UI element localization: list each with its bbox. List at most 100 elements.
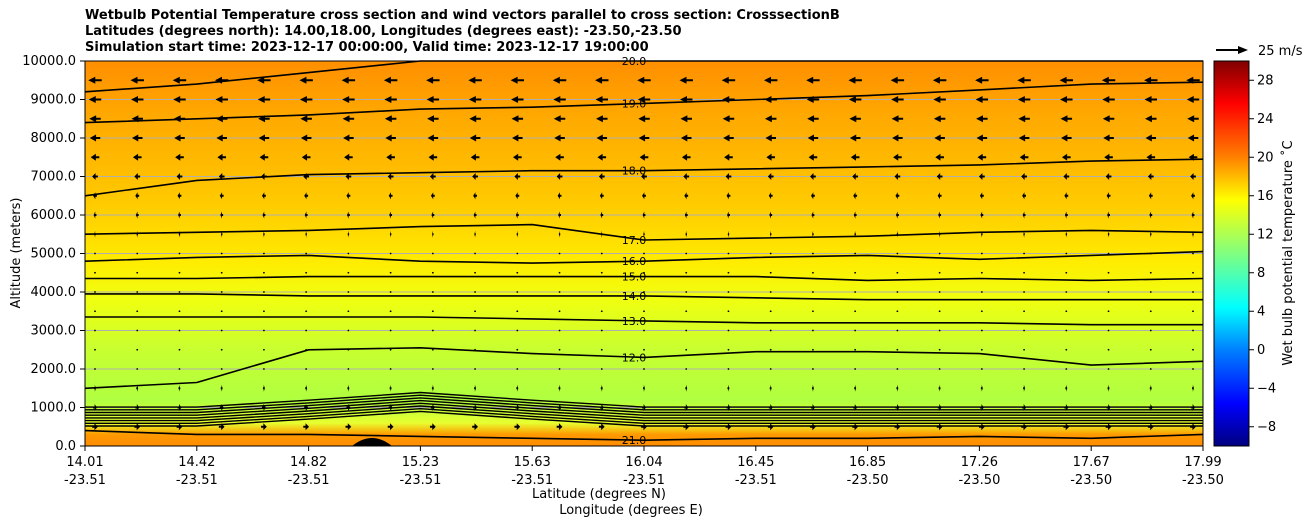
wind-vector: [427, 134, 439, 142]
wind-vector: [1105, 173, 1112, 180]
wind-vector: [136, 271, 139, 274]
wind-vector: [347, 230, 350, 238]
wind-vector: [896, 329, 899, 332]
wind-vector: [468, 96, 482, 103]
wind-vector-head: [812, 404, 815, 411]
x-tick-label-lon: -23.50: [1070, 473, 1112, 488]
wind-vector: [473, 404, 477, 411]
wind-vector-head: [1145, 115, 1152, 123]
wind-vector: [88, 76, 102, 84]
wind-vector: [893, 153, 902, 161]
wind-vector: [643, 329, 645, 332]
wind-vector-head: [221, 423, 225, 431]
wind-vector: [724, 153, 733, 161]
wind-vector: [305, 230, 307, 238]
wind-vector: [1023, 252, 1025, 255]
wind-vector-head: [601, 230, 602, 238]
wind-vector-head: [938, 211, 940, 219]
wind-vector: [514, 173, 521, 180]
wind-vector: [641, 423, 647, 431]
wind-vector: [976, 134, 988, 142]
contour-line: [85, 275, 1204, 282]
wind-vector: [806, 96, 820, 103]
wind-vector-head: [807, 134, 814, 142]
wind-vector: [93, 192, 97, 200]
wind-vector: [389, 329, 392, 332]
wind-vector-head: [179, 404, 182, 411]
wind-vector-head: [93, 211, 96, 219]
wind-vector-head: [512, 153, 519, 161]
wind-vector: [807, 134, 819, 142]
wind-vector: [854, 384, 857, 392]
wind-vector: [218, 423, 225, 431]
wind-vector: [768, 192, 773, 200]
wind-vector-head: [426, 96, 434, 103]
wind-vector-head: [680, 134, 688, 142]
wind-vector-head: [726, 192, 729, 200]
wind-vector-head: [936, 173, 941, 180]
wind-vector: [726, 404, 731, 411]
wind-vector-head: [469, 115, 477, 123]
wind-vector-head: [88, 96, 96, 103]
wind-vector-head: [432, 384, 434, 392]
wind-vector: [262, 211, 266, 219]
wind-vector: [305, 291, 308, 293]
wind-vector: [1060, 96, 1073, 103]
wind-vector-head: [515, 211, 518, 219]
wind-vector: [474, 384, 477, 392]
wind-vector-head: [1107, 423, 1112, 431]
wind-vector: [1186, 96, 1200, 103]
wind-vector-head: [300, 115, 308, 123]
x-tick-label-lat: 15.23: [402, 455, 439, 470]
wind-vector: [769, 252, 772, 255]
wind-vector: [384, 115, 397, 123]
wind-vector: [766, 153, 776, 161]
wind-vector: [595, 96, 609, 103]
wind-vector: [92, 423, 98, 431]
wind-vector-head: [559, 404, 562, 411]
wind-vector-head: [685, 423, 690, 431]
contour-line: [84, 346, 1204, 390]
wind-vector-head: [728, 384, 730, 392]
wind-vector: [512, 153, 522, 161]
wind-vector: [1107, 329, 1110, 332]
wind-vector: [347, 291, 350, 293]
x-tick-label-lon: -23.50: [1182, 473, 1224, 488]
wind-vector: [136, 329, 139, 332]
x-tick-label-lon: -23.51: [623, 473, 665, 488]
wind-vector: [431, 291, 434, 293]
wind-vector: [685, 384, 688, 392]
wind-vector: [305, 252, 308, 255]
wind-vector: [516, 348, 519, 351]
wind-vector-head: [348, 404, 351, 411]
wind-vector: [1107, 291, 1110, 293]
wind-vector-head: [598, 173, 603, 180]
wind-vector-head: [725, 173, 730, 180]
wind-vector: [558, 252, 561, 255]
wind-vector: [431, 252, 434, 255]
y-tick-label: 3000.0: [31, 324, 77, 339]
wind-vector: [178, 291, 181, 293]
wind-vector-head: [681, 153, 688, 161]
wind-vector-head: [722, 96, 730, 103]
wind-vector-head: [553, 96, 561, 103]
wind-vector: [431, 211, 435, 219]
wind-vector-head: [130, 76, 138, 84]
wind-vector-head: [1066, 384, 1068, 392]
wind-vector: [765, 134, 776, 142]
wind-vector-head: [932, 76, 940, 84]
wind-vector-head: [263, 230, 265, 238]
wind-vector: [980, 368, 983, 370]
wind-vector-head: [854, 230, 856, 238]
wind-vector: [812, 368, 814, 370]
colorbar-tick-label: 12: [1257, 227, 1274, 242]
wind-vector-head: [132, 153, 139, 161]
wind-vector-head: [1148, 192, 1152, 200]
wind-vector-head: [220, 211, 222, 219]
wind-vector: [812, 252, 814, 255]
x-tick-label-lat: 15.63: [514, 455, 551, 470]
contour-label: 16.0: [622, 255, 647, 268]
wind-vector-head: [390, 404, 393, 411]
wind-vector: [135, 192, 140, 200]
wind-vector: [896, 310, 899, 313]
